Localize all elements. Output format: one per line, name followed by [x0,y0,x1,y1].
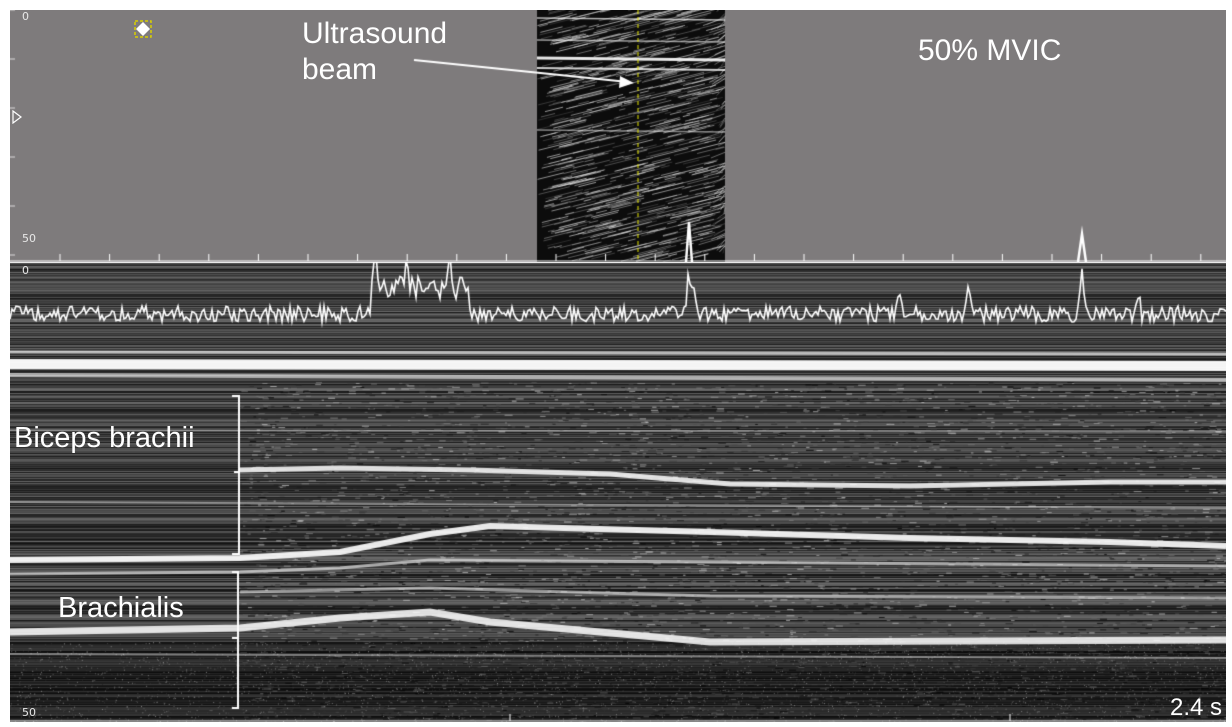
m-mode-image [10,262,1226,722]
top-scale-min: 0 [22,10,29,23]
time-scale-label: 2.4 s [1169,694,1222,721]
brachialis-label: Brachialis [58,592,184,624]
ultrasound-beam-label-line1: Ultrasound [302,17,448,50]
top-scale-max: 50 [22,232,36,245]
bottom-scale-max: 50 [22,706,36,719]
diamond-marker-icon [134,20,152,38]
m-mode-panel: Biceps brachii Brachialis 0 50 2.4 s [10,262,1226,722]
triangle-marker-icon [12,110,22,124]
ultrasound-beam-label: Ultrasound beam [302,16,447,88]
biceps-brachii-label: Biceps brachii [14,422,195,454]
ultrasound-beam-label-line2: beam [302,53,378,86]
b-mode-panel: Ultrasound beam 50% MVIC 0 50 [10,10,1226,262]
mvic-label: 50% MVIC [918,34,1062,67]
bottom-scale-min: 0 [22,264,29,277]
b-mode-image [10,10,1226,262]
